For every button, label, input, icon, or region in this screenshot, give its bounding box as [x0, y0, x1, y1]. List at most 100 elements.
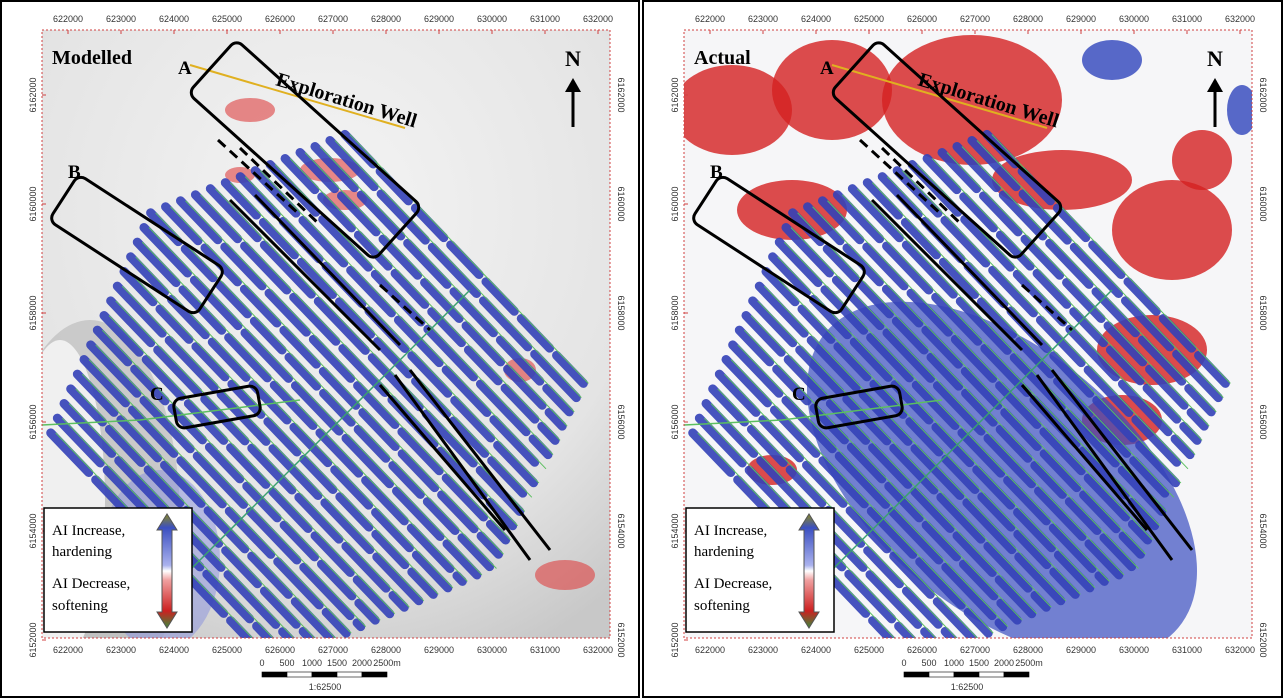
y-tick-label: 6162000 [616, 77, 626, 112]
scale-segment [262, 672, 287, 677]
x-tick-label: 627000 [960, 14, 990, 24]
scale-label: 1000 [302, 658, 322, 668]
scale-label: 500 [921, 658, 936, 668]
y-tick-label: 6158000 [28, 295, 38, 330]
zone-label: C [150, 384, 164, 405]
x-tick-label: 625000 [854, 645, 884, 655]
scale-label: 2000 [994, 658, 1014, 668]
x-tick-label: 629000 [1066, 645, 1096, 655]
scale-segment [337, 672, 362, 677]
zone-label: A [820, 58, 834, 79]
red-patch [225, 98, 275, 122]
scale-segment [954, 672, 979, 677]
y-tick-label: 6154000 [670, 513, 680, 548]
red-patch [1112, 180, 1232, 280]
x-tick-label: 624000 [159, 645, 189, 655]
x-tick-label: 624000 [159, 14, 189, 24]
x-tick-label: 628000 [1013, 645, 1043, 655]
y-tick-label: 6154000 [1258, 513, 1268, 548]
zone-label: B [68, 162, 81, 183]
legend-text: softening [52, 598, 108, 614]
y-tick-label: 6160000 [28, 186, 38, 221]
y-tick-label: 6156000 [616, 404, 626, 439]
scale-label: 1000 [944, 658, 964, 668]
x-tick-label: 629000 [424, 645, 454, 655]
y-tick-label: 6158000 [1258, 295, 1268, 330]
x-tick-label: 626000 [907, 645, 937, 655]
y-tick-label: 6152000 [1258, 622, 1268, 657]
y-tick-label: 6156000 [1258, 404, 1268, 439]
x-tick-label: 630000 [1119, 645, 1149, 655]
y-tick-label: 6160000 [616, 186, 626, 221]
x-tick-label: 630000 [477, 645, 507, 655]
x-tick-label: 626000 [265, 14, 295, 24]
scale-segment [979, 672, 1004, 677]
figure: ModelledABCExploration WellN622000622000… [0, 0, 1283, 698]
x-tick-label: 626000 [907, 14, 937, 24]
x-tick-label: 622000 [53, 14, 83, 24]
x-tick-label: 625000 [212, 645, 242, 655]
legend-text: hardening [694, 544, 754, 560]
y-tick-label: 6156000 [28, 404, 38, 439]
x-tick-label: 630000 [477, 14, 507, 24]
y-tick-label: 6160000 [1258, 186, 1268, 221]
y-tick-label: 6158000 [616, 295, 626, 330]
x-tick-label: 623000 [748, 14, 778, 24]
y-tick-label: 6152000 [670, 622, 680, 657]
legend-text: AI Decrease, [694, 576, 772, 592]
scale-label: 2000 [352, 658, 372, 668]
scale-label: 2500m [1015, 658, 1043, 668]
y-tick-label: 6162000 [1258, 77, 1268, 112]
scale-ratio: 1:62500 [951, 682, 984, 692]
scale-label: 0 [259, 658, 264, 668]
x-tick-label: 632000 [583, 14, 613, 24]
y-tick-label: 6152000 [616, 622, 626, 657]
scale-segment [362, 672, 387, 677]
x-tick-label: 629000 [424, 14, 454, 24]
x-tick-label: 622000 [695, 645, 725, 655]
y-tick-label: 6154000 [616, 513, 626, 548]
legend-text: AI Increase, [52, 523, 125, 539]
scale-label: 2500m [373, 658, 401, 668]
x-tick-label: 632000 [1225, 14, 1255, 24]
red-patch [1172, 130, 1232, 190]
scale-segment [287, 672, 312, 677]
x-tick-label: 630000 [1119, 14, 1149, 24]
x-tick-label: 627000 [960, 645, 990, 655]
blue-patch [1082, 40, 1142, 80]
y-tick-label: 6160000 [670, 186, 680, 221]
y-tick-label: 6158000 [670, 295, 680, 330]
legend-text: softening [694, 598, 750, 614]
y-tick-label: 6154000 [28, 513, 38, 548]
x-tick-label: 622000 [695, 14, 725, 24]
x-tick-label: 625000 [854, 14, 884, 24]
y-tick-label: 6152000 [28, 622, 38, 657]
legend-text: AI Increase, [694, 523, 767, 539]
scale-segment [312, 672, 337, 677]
zone-label: B [710, 162, 723, 183]
scale-ratio: 1:62500 [309, 682, 342, 692]
x-tick-label: 628000 [371, 14, 401, 24]
zone-label: A [178, 58, 192, 79]
y-tick-label: 6156000 [670, 404, 680, 439]
x-tick-label: 623000 [106, 14, 136, 24]
scale-segment [1004, 672, 1029, 677]
x-tick-label: 632000 [1225, 645, 1255, 655]
x-tick-label: 622000 [53, 645, 83, 655]
x-tick-label: 632000 [583, 645, 613, 655]
scale-segment [904, 672, 929, 677]
legend-text: AI Decrease, [52, 576, 130, 592]
scale-label: 1500 [969, 658, 989, 668]
x-tick-label: 623000 [748, 645, 778, 655]
north-label: N [1207, 46, 1223, 71]
x-tick-label: 628000 [1013, 14, 1043, 24]
scale-label: 0 [901, 658, 906, 668]
panel-title: Modelled [52, 47, 132, 69]
x-tick-label: 627000 [318, 14, 348, 24]
x-tick-label: 624000 [801, 14, 831, 24]
x-tick-label: 629000 [1066, 14, 1096, 24]
x-tick-label: 627000 [318, 645, 348, 655]
north-label: N [565, 46, 581, 71]
